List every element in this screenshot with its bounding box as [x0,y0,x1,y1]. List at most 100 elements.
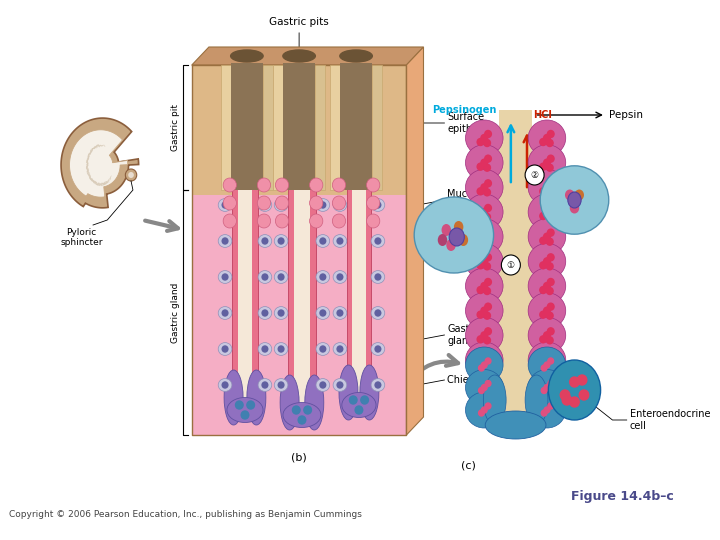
Circle shape [485,254,491,261]
Circle shape [484,361,490,368]
Circle shape [548,381,554,387]
Circle shape [477,163,484,170]
Circle shape [547,279,554,286]
Circle shape [481,184,487,191]
Circle shape [222,238,228,244]
Ellipse shape [258,271,271,284]
Text: (c): (c) [461,460,476,470]
Circle shape [562,395,572,405]
Ellipse shape [371,379,384,392]
Ellipse shape [465,244,503,279]
Circle shape [546,263,553,270]
Ellipse shape [274,271,288,284]
Circle shape [547,155,554,162]
Circle shape [320,346,325,352]
Ellipse shape [465,369,503,406]
Ellipse shape [274,307,288,319]
Ellipse shape [465,145,503,181]
Circle shape [570,397,579,407]
Circle shape [262,238,268,244]
Ellipse shape [528,219,566,255]
Circle shape [477,311,484,318]
Circle shape [320,382,325,388]
Ellipse shape [280,375,299,430]
Circle shape [484,189,490,196]
Ellipse shape [483,375,506,425]
Text: Copyright © 2006 Pearson Education, Inc., publishing as Benjamin Cummings: Copyright © 2006 Pearson Education, Inc.… [9,510,362,519]
Circle shape [337,238,343,244]
Circle shape [547,254,554,261]
Ellipse shape [525,375,548,425]
Text: Figure 14.4b–c: Figure 14.4b–c [572,490,674,503]
Circle shape [355,406,363,414]
Circle shape [484,238,490,245]
Ellipse shape [540,166,608,234]
Ellipse shape [316,271,330,284]
Circle shape [304,406,312,414]
Ellipse shape [528,120,566,156]
Circle shape [560,390,570,400]
Ellipse shape [454,221,464,233]
Circle shape [546,139,553,146]
Circle shape [481,208,487,215]
Ellipse shape [333,307,347,319]
Ellipse shape [485,411,546,439]
Ellipse shape [366,178,380,192]
Circle shape [481,307,487,314]
Ellipse shape [528,268,566,304]
Text: ②: ② [531,171,539,179]
Circle shape [540,188,546,195]
Circle shape [292,406,300,414]
Circle shape [262,346,268,352]
Circle shape [320,274,325,280]
Circle shape [481,233,487,240]
Circle shape [547,180,554,187]
Circle shape [485,381,491,387]
Text: Surface
epithelium: Surface epithelium [447,112,500,134]
Ellipse shape [224,370,243,425]
Ellipse shape [465,342,503,378]
Ellipse shape [333,342,347,355]
Circle shape [544,258,550,265]
Circle shape [337,382,343,388]
Ellipse shape [528,170,566,205]
Ellipse shape [465,318,503,353]
Circle shape [222,274,228,280]
Circle shape [547,303,554,310]
Text: Gastric pits: Gastric pits [269,17,329,27]
Circle shape [485,180,491,187]
Circle shape [278,310,284,316]
Circle shape [484,139,490,146]
Ellipse shape [258,342,271,355]
Polygon shape [288,185,316,425]
Ellipse shape [441,224,451,236]
Text: Pyloric
sphincter: Pyloric sphincter [60,228,103,247]
Circle shape [485,358,491,364]
Circle shape [547,328,554,335]
Circle shape [540,138,546,145]
Circle shape [548,403,554,409]
Circle shape [546,213,553,220]
Circle shape [485,353,491,360]
Circle shape [485,131,491,138]
Circle shape [128,172,134,178]
Ellipse shape [528,342,566,378]
Ellipse shape [275,196,289,210]
Ellipse shape [333,199,347,211]
Ellipse shape [465,170,503,205]
Circle shape [485,279,491,286]
Circle shape [544,307,550,314]
Circle shape [544,407,550,413]
Ellipse shape [528,194,566,230]
Text: Pepsin: Pepsin [608,110,643,120]
Ellipse shape [316,379,330,392]
Ellipse shape [258,234,271,247]
Ellipse shape [310,196,323,210]
Ellipse shape [218,271,232,284]
Ellipse shape [223,214,236,228]
Ellipse shape [465,347,503,383]
Circle shape [477,237,484,244]
Ellipse shape [218,234,232,247]
Ellipse shape [218,199,232,211]
Ellipse shape [275,178,289,192]
